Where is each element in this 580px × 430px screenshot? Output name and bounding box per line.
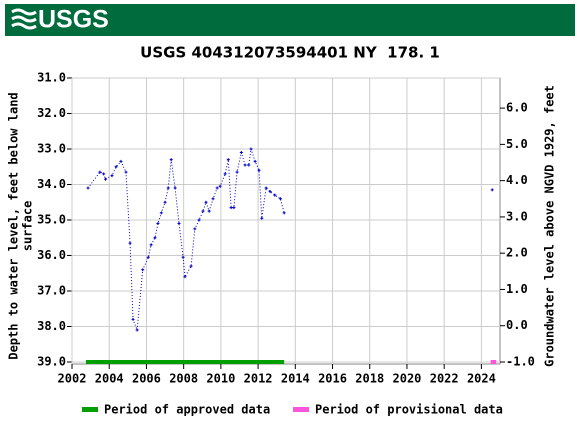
data-point (197, 218, 201, 222)
data-point (226, 158, 230, 162)
data-point (239, 151, 243, 155)
data-point (166, 186, 170, 190)
y-tick-label: 36.0 (37, 248, 66, 262)
logo-text: USGS (38, 6, 109, 34)
data-point (189, 264, 193, 268)
data-point (232, 206, 236, 210)
y-tick-label: 38.0 (37, 319, 66, 333)
data-point (278, 197, 282, 201)
header-band (5, 4, 575, 36)
data-point (490, 188, 494, 192)
y-axis-label: Depth to water level, feet below land (7, 92, 21, 359)
y2-tick-label: -1.0 (506, 355, 535, 369)
x-tick-label: 2024 (467, 372, 496, 386)
data-point (264, 186, 268, 190)
y-tick-label: 34.0 (37, 177, 66, 191)
data-point (141, 268, 145, 272)
data-point (181, 255, 185, 259)
data-point (183, 275, 187, 279)
data-point (223, 172, 227, 176)
y2-tick-label: 6.0 (506, 101, 528, 115)
y2-tick-label: 3.0 (506, 209, 528, 223)
y2-tick-label: 1.0 (506, 282, 528, 296)
y2-tick-label: 0.0 (506, 318, 528, 332)
data-point (153, 236, 157, 240)
y2-tick-label: 2.0 (506, 246, 528, 260)
chart-title: USGS 404312073594401 NY 178. 1 (140, 44, 440, 62)
data-point (229, 206, 233, 210)
data-point (218, 184, 222, 188)
data-point (110, 174, 114, 178)
x-tick-label: 2014 (281, 372, 310, 386)
data-point (253, 159, 257, 163)
period-bar (85, 360, 285, 364)
x-tick-label: 2006 (132, 372, 161, 386)
legend-label: Period of provisional data (315, 403, 503, 417)
data-point (282, 211, 286, 215)
data-point (211, 197, 215, 201)
data-point (98, 170, 102, 174)
data-point (119, 159, 123, 163)
legend-swatch (82, 407, 98, 412)
logo-waves (11, 8, 37, 30)
data-point (201, 209, 205, 213)
x-tick-label: 2022 (430, 372, 459, 386)
data-point (114, 165, 118, 169)
data-point (128, 241, 132, 245)
x-tick-label: 2008 (169, 372, 198, 386)
y-tick-label: 33.0 (37, 142, 66, 156)
x-tick-label: 2004 (95, 372, 124, 386)
x-tick-label: 2016 (318, 372, 347, 386)
y-tick-label: 39.0 (37, 355, 66, 369)
data-point (103, 177, 107, 181)
plot-area (71, 77, 501, 365)
x-tick-label: 2018 (355, 372, 384, 386)
data-point (207, 209, 211, 213)
y-axis-label: surface (21, 201, 35, 252)
data-point (149, 243, 153, 247)
data-point (235, 170, 239, 174)
data-point (169, 158, 173, 162)
x-tick-label: 2012 (244, 372, 273, 386)
data-point (204, 200, 208, 204)
data-point (273, 193, 277, 197)
data-point (131, 317, 135, 321)
data-point (193, 227, 197, 231)
data-point (243, 163, 247, 167)
legend-label: Period of approved data (104, 403, 270, 417)
y-tick-label: 31.0 (37, 71, 66, 85)
y2-tick-label: 4.0 (506, 173, 528, 187)
data-point (135, 328, 139, 332)
data-point (177, 222, 181, 226)
y-tick-label: 35.0 (37, 213, 66, 227)
period-bar (490, 360, 497, 364)
data-point (173, 186, 177, 190)
data-point (124, 170, 128, 174)
series-line (87, 148, 285, 331)
data-point (257, 168, 261, 172)
data-point (146, 255, 150, 259)
data-point (215, 186, 219, 190)
y-tick-label: 37.0 (37, 284, 66, 298)
data-point (102, 172, 106, 176)
data-point (268, 190, 272, 194)
legend-swatch (293, 407, 309, 412)
data-point (156, 222, 160, 226)
data-point (163, 200, 167, 204)
data-point (260, 216, 264, 220)
x-tick-label: 2010 (206, 372, 235, 386)
data-point (247, 163, 251, 167)
data-point (159, 211, 163, 215)
x-tick-label: 2002 (58, 372, 87, 386)
y2-tick-label: 5.0 (506, 137, 528, 151)
x-tick-label: 2020 (393, 372, 422, 386)
data-point (249, 147, 253, 151)
y2-axis-label: Groundwater level above NGVD 1929, feet (543, 85, 557, 367)
data-point (86, 186, 90, 190)
y-tick-label: 32.0 (37, 106, 66, 120)
